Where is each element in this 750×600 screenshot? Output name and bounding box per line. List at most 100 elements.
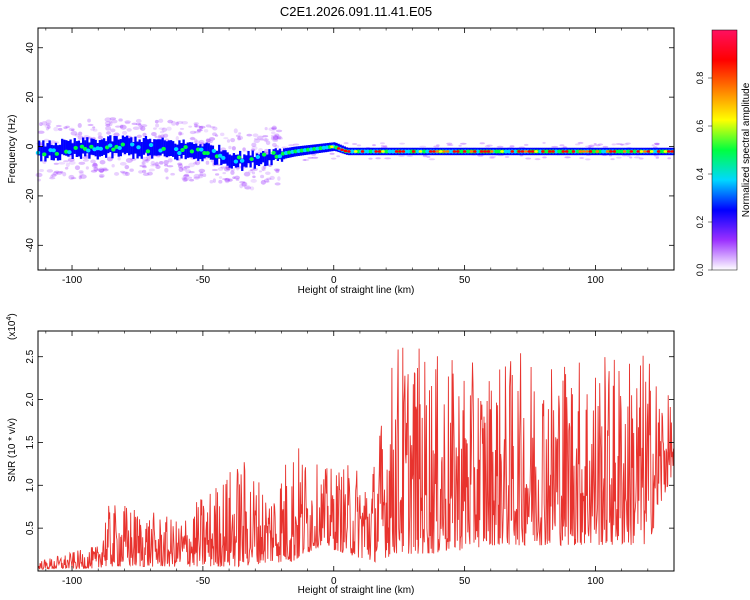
spectrogram-cell (148, 138, 152, 156)
spectrogram-noise-cell (258, 170, 263, 173)
spectrogram-cell (211, 148, 217, 153)
spectrogram-x-tick-label: 100 (587, 275, 604, 286)
spectrogram-noise-cell (70, 128, 75, 131)
spectrogram-noise-cell (235, 178, 240, 182)
spectrogram-cell (63, 139, 66, 156)
spectrogram-noise-cell (275, 129, 283, 133)
spectrogram-noise-cell (234, 175, 240, 180)
spectrogram-noise-cell (92, 166, 99, 172)
spectrogram-noise-cell (50, 140, 56, 144)
spectrogram-cell (195, 143, 198, 159)
spectrogram-noise-cell (98, 169, 105, 173)
spectrogram-noise-cell (163, 159, 169, 165)
spectrogram-noise-cell (218, 179, 223, 184)
spectrogram-noise-cell (166, 165, 174, 168)
spectrogram-cell (425, 149, 430, 154)
spectrogram-noise-cell (233, 128, 238, 134)
spectrogram-peak-cell (469, 150, 474, 153)
spectrogram-noise-cell (178, 131, 182, 136)
snr-y-tick-label: 1.5 (25, 435, 36, 449)
spectrogram-noise-cell (579, 156, 584, 159)
spectrogram-noise-cell (419, 145, 427, 148)
spectrogram-cell (184, 143, 187, 160)
spectrogram-noise-cell (114, 172, 120, 176)
spectrogram-noise-cell (193, 138, 198, 144)
spectrogram-noise-cell (157, 135, 164, 139)
spectrogram-cell (38, 140, 41, 156)
spectrogram-noise-cell (399, 142, 406, 145)
spectrogram-peak-cell (541, 150, 545, 153)
spectrogram-cell (151, 142, 154, 159)
spectrogram-noise-cell (271, 125, 277, 131)
spectrogram-noise-cell (117, 156, 121, 161)
spectrogram-noise-cell (82, 156, 90, 160)
spectrogram-cell (199, 147, 204, 152)
spectrogram-noise-cell (212, 132, 217, 136)
spectrogram-noise-cell (65, 162, 70, 168)
spectrogram-noise-cell (158, 134, 162, 138)
spectrogram-cell (130, 142, 135, 147)
spectrogram-noise-cell (205, 138, 210, 143)
spectrogram-cell (128, 138, 131, 156)
spectrogram-noise-cell (372, 144, 376, 147)
spectrogram-noise-cell (214, 134, 219, 137)
spectrogram-noise-cell (258, 138, 265, 141)
spectrogram-cell (73, 138, 76, 154)
spectrogram-noise-cell (177, 162, 183, 166)
spectrogram-cell (241, 158, 244, 171)
spectrogram-peak-cell (473, 150, 477, 153)
spectrogram-noise-cell (142, 172, 150, 176)
spectrogram-peak-cell (571, 150, 576, 153)
spectrogram-noise-cell (102, 168, 109, 172)
snr-y-tick-label: 0.5 (25, 521, 36, 535)
spectrogram-noise-cell (246, 133, 253, 137)
spectrogram-noise-cell (610, 158, 615, 161)
spectrogram-peak-cell (639, 150, 644, 153)
spectrogram-noise-cell (269, 175, 275, 181)
spectrogram-noise-cell (157, 136, 163, 140)
spectrogram-noise-cell (198, 168, 206, 173)
spectrogram-noise-cell (96, 168, 103, 171)
spectrogram-y-tick-label: 0 (25, 143, 36, 149)
spectrogram-cell (155, 139, 158, 156)
spectrogram-cell (217, 153, 223, 158)
spectrogram-noise-cell (188, 162, 195, 168)
spectrogram-noise-cell (250, 178, 257, 183)
spectrogram-noise-cell (262, 135, 269, 138)
spectrogram-noise-cell (183, 173, 190, 177)
spectrogram-peak-cell (636, 150, 640, 153)
spectrogram-peak-cell (663, 150, 668, 153)
spectrogram-noise-cell (263, 148, 270, 154)
spectrogram-peak-cell (646, 150, 651, 153)
spectrogram-peak-cell (520, 150, 525, 153)
spectrogram-noise-cell (140, 124, 148, 128)
spectrogram-noise-cell (194, 160, 201, 166)
spectrogram-noise-cell (620, 143, 624, 146)
spectrogram-noise-cell (274, 144, 280, 149)
spectrogram-peak-cell (666, 150, 671, 153)
spectrogram-peak-cell (394, 150, 399, 153)
spectrogram-noise-cell (79, 174, 87, 179)
spectrogram-noise-cell (274, 182, 281, 186)
spectrogram-noise-cell (150, 164, 156, 167)
spectrogram-noise-cell (105, 125, 112, 131)
spectrogram-noise-cell (175, 121, 179, 126)
spectrogram-cell (268, 149, 271, 161)
spectrogram-cell (207, 143, 210, 158)
spectrogram-noise-cell (220, 132, 225, 137)
spectrogram-cell (111, 147, 116, 152)
spectrogram-y-tick-label: 20 (25, 91, 36, 103)
spectrogram-cell (157, 139, 160, 156)
spectrogram-cell (140, 142, 143, 159)
spectrogram-noise-cell (489, 156, 495, 159)
spectrogram-noise-cell (56, 171, 63, 175)
spectrogram-cell (233, 159, 239, 164)
spectrogram-noise-cell (406, 154, 413, 157)
spectrogram-noise-cell (198, 173, 204, 179)
spectrogram-peak-cell (336, 147, 341, 150)
spectrogram-noise-cell (384, 157, 392, 160)
spectrogram-noise-cell (626, 154, 631, 157)
spectrogram-peak-cell (377, 150, 382, 153)
spectrogram-noise-cell (154, 119, 159, 124)
spectrogram-noise-cell (106, 131, 111, 135)
